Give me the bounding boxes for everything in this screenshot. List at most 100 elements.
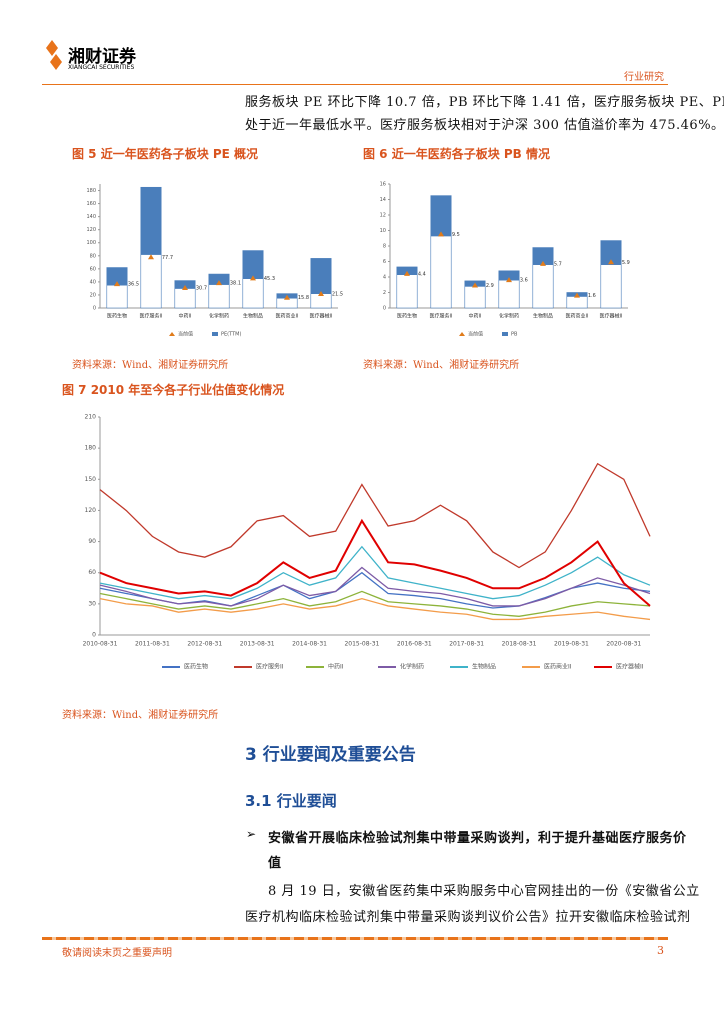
marker bbox=[472, 282, 478, 288]
rule bbox=[42, 84, 668, 85]
bar-segment bbox=[498, 279, 520, 309]
y-tick-label: 60 bbox=[90, 266, 96, 272]
x-tick-label: 医疗服务II bbox=[140, 313, 163, 320]
value-label: 15.8 bbox=[298, 295, 309, 301]
y-tick-label: 10 bbox=[380, 228, 386, 234]
marker bbox=[148, 254, 154, 260]
marker bbox=[284, 294, 290, 300]
value-label: 9.5 bbox=[452, 232, 460, 238]
y-tick-label: 120 bbox=[85, 507, 97, 514]
footer-notice: 敬请阅读末页之重要声明 bbox=[62, 948, 172, 959]
x-tick-label: 2019-08-31 bbox=[554, 641, 589, 648]
logo-en: XIANGCAI SECURITIES bbox=[68, 64, 135, 71]
x-tick-label: 医药商业II bbox=[276, 313, 299, 320]
x-tick-label: 医药商业II bbox=[566, 313, 589, 320]
x-tick-label: 中药II bbox=[179, 313, 192, 320]
marker bbox=[506, 277, 512, 283]
value-label: 38.1 bbox=[230, 281, 241, 287]
marker bbox=[438, 231, 444, 237]
legend-label: PE(TTM) bbox=[221, 332, 241, 338]
y-tick-label: 14 bbox=[380, 197, 386, 203]
bar-segment bbox=[242, 278, 264, 309]
value-label: 30.7 bbox=[196, 285, 207, 291]
bullet: 安徽省开展临床检验试剂集中带量采购谈判，利于提升基础医疗服务价 bbox=[268, 831, 687, 846]
y-tick-label: 180 bbox=[85, 445, 97, 452]
legend-label: PB bbox=[511, 332, 518, 338]
bar-segment bbox=[106, 284, 128, 309]
text: 医疗机构临床检验试剂集中带量采购谈判议价公告》拉开安徽临床检验试剂 bbox=[245, 910, 691, 925]
value-label: 2.9 bbox=[486, 283, 494, 289]
subheading: 3.1 行业要闻 bbox=[245, 792, 337, 810]
figure-title: 图 5 近一年医药各子板块 PE 概况 bbox=[72, 147, 259, 161]
y-tick-label: 180 bbox=[86, 188, 96, 194]
legend-label: 当前值 bbox=[468, 331, 483, 338]
x-tick-label: 2011-08-31 bbox=[135, 641, 170, 648]
heading: 3 行业要闻及重要公告 bbox=[245, 745, 416, 765]
y-tick-label: 2 bbox=[383, 290, 386, 296]
source: 资料来源：Wind、湘财证券研究所 bbox=[72, 360, 229, 371]
value-label: 77.7 bbox=[162, 255, 173, 261]
bar-segment bbox=[310, 258, 332, 294]
legend-label: 生物制品 bbox=[472, 663, 496, 671]
logo-cn: 湘财证券 bbox=[68, 47, 136, 67]
y-tick-label: 0 bbox=[383, 306, 386, 312]
value-label: 5.7 bbox=[554, 261, 562, 267]
bar-segment bbox=[464, 286, 486, 309]
text: 8 月 19 日，安徽省医药集中采购服务中心官网挂出的一份《安徽省公立 bbox=[268, 884, 700, 899]
chart: 0 30 60 90 120 150 180 210 2010-08-31 2011-08-31 2… bbox=[83, 414, 651, 671]
bar-segment bbox=[532, 264, 554, 309]
bar-segment bbox=[430, 195, 452, 237]
y-tick-label: 210 bbox=[85, 414, 97, 421]
bar-segment bbox=[430, 235, 452, 309]
bar-segment bbox=[566, 296, 588, 309]
bullet: 值 bbox=[268, 856, 282, 871]
line-series bbox=[99, 566, 651, 607]
legend-marker bbox=[459, 332, 465, 336]
x-tick-label: 2014-08-31 bbox=[292, 641, 327, 648]
y-tick-label: 0 bbox=[92, 632, 96, 639]
y-tick-label: 40 bbox=[90, 279, 96, 285]
x-tick-label: 2015-08-31 bbox=[344, 641, 379, 648]
y-tick-label: 8 bbox=[383, 244, 386, 250]
bar-segment bbox=[600, 264, 622, 309]
x-tick-label: 中药II bbox=[469, 313, 482, 320]
bar-segment bbox=[600, 240, 622, 265]
marker bbox=[404, 270, 410, 276]
y-tick-label: 30 bbox=[88, 600, 96, 607]
line-series bbox=[99, 597, 651, 621]
value-label: 1.6 bbox=[588, 293, 596, 299]
bullet-icon: ➢ bbox=[246, 827, 257, 841]
bar-segment bbox=[396, 274, 418, 309]
x-tick-label: 化学制药 bbox=[499, 313, 519, 320]
line-series bbox=[99, 462, 651, 569]
legend-label: 医疗服务II bbox=[256, 663, 284, 671]
value-label: 4.4 bbox=[418, 271, 426, 277]
bar-segment bbox=[174, 288, 196, 309]
legend-label: 医药商业II bbox=[544, 663, 572, 671]
chart: 0 2 4 6 8 10 12 14 16 医药生物 4.4 医疗服务II 9.5 中药II 2.9 化学制药… bbox=[380, 182, 630, 338]
x-tick-label: 医药生物 bbox=[107, 313, 127, 320]
x-tick-label: 医疗器械II bbox=[600, 313, 623, 320]
legend-label: 医疗器械II bbox=[616, 663, 644, 671]
legend-label: 中药II bbox=[328, 663, 344, 671]
y-tick-label: 120 bbox=[86, 227, 96, 233]
x-tick-label: 2012-08-31 bbox=[187, 641, 222, 648]
text: 服务板块 PE 环比下降 10.7 倍，PB 环比下降 1.41 倍，医疗服务板… bbox=[245, 95, 724, 110]
source: 资料来源：Wind、湘财证券研究所 bbox=[363, 360, 520, 371]
y-tick-label: 0 bbox=[93, 306, 96, 312]
page-number: 3 bbox=[657, 944, 664, 957]
bar-segment bbox=[208, 284, 230, 309]
y-tick-label: 12 bbox=[380, 213, 386, 219]
y-tick-label: 80 bbox=[90, 253, 96, 259]
x-tick-label: 2020-08-31 bbox=[606, 641, 641, 648]
y-tick-label: 6 bbox=[383, 259, 386, 265]
y-tick-label: 100 bbox=[86, 240, 96, 246]
marker bbox=[182, 284, 188, 290]
y-tick-label: 150 bbox=[85, 476, 97, 483]
x-tick-label: 医疗器械II bbox=[310, 313, 333, 320]
logo-icon bbox=[46, 40, 62, 70]
x-tick-label: 生物制品 bbox=[533, 313, 553, 320]
y-tick-label: 20 bbox=[90, 292, 96, 298]
bar-segment bbox=[140, 186, 162, 255]
line-series bbox=[99, 545, 651, 600]
